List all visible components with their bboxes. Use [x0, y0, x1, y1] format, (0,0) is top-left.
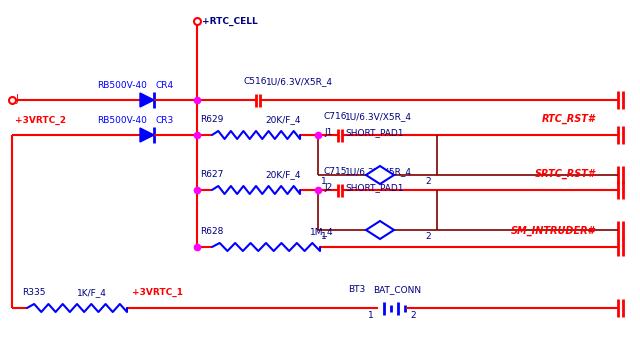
Text: 1U/6.3V/X5R_4: 1U/6.3V/X5R_4 — [345, 112, 412, 121]
Text: BT3: BT3 — [348, 285, 365, 294]
Text: SM_INTRUDER#: SM_INTRUDER# — [511, 226, 595, 236]
Text: +3VRTC_1: +3VRTC_1 — [132, 288, 183, 297]
Text: SHORT_PAD1: SHORT_PAD1 — [345, 128, 403, 137]
Text: RB500V-40: RB500V-40 — [97, 116, 147, 125]
Text: CR3: CR3 — [156, 116, 174, 125]
Text: RTC_RST#: RTC_RST# — [541, 114, 595, 124]
Text: 20K/F_4: 20K/F_4 — [265, 170, 301, 179]
Text: J2: J2 — [324, 183, 332, 192]
Text: 1U/6.3V/X5R_4: 1U/6.3V/X5R_4 — [345, 167, 412, 176]
Text: C715: C715 — [324, 167, 348, 176]
Polygon shape — [140, 93, 154, 107]
Polygon shape — [366, 166, 394, 184]
Text: BAT_CONN: BAT_CONN — [373, 285, 421, 294]
Text: 1M_4: 1M_4 — [310, 227, 333, 236]
Text: 2: 2 — [425, 232, 431, 241]
Text: RB500V-40: RB500V-40 — [97, 81, 147, 90]
Text: C716: C716 — [324, 112, 348, 121]
Text: +RTC_CELL: +RTC_CELL — [202, 17, 258, 26]
Text: 20K/F_4: 20K/F_4 — [265, 115, 301, 124]
Text: 1: 1 — [321, 232, 327, 241]
Text: +3VRTC_2: +3VRTC_2 — [15, 116, 66, 125]
Text: 1U/6.3V/X5R_4: 1U/6.3V/X5R_4 — [266, 77, 333, 86]
Text: 1K/F_4: 1K/F_4 — [77, 288, 107, 297]
Text: R627: R627 — [200, 170, 223, 179]
Text: 1: 1 — [321, 177, 327, 186]
Polygon shape — [140, 128, 154, 142]
Text: R628: R628 — [200, 227, 223, 236]
Text: 2: 2 — [410, 311, 415, 320]
Text: 2: 2 — [425, 177, 431, 186]
Text: J: J — [15, 94, 18, 104]
Text: SRTC_RST#: SRTC_RST# — [534, 169, 595, 179]
Text: 1: 1 — [368, 311, 374, 320]
Polygon shape — [366, 221, 394, 239]
Text: SHORT_PAD1: SHORT_PAD1 — [345, 183, 403, 192]
Text: C516: C516 — [243, 77, 266, 86]
Text: R335: R335 — [22, 288, 45, 297]
Text: CR4: CR4 — [156, 81, 174, 90]
Text: R629: R629 — [200, 115, 223, 124]
Text: J1: J1 — [324, 128, 332, 137]
